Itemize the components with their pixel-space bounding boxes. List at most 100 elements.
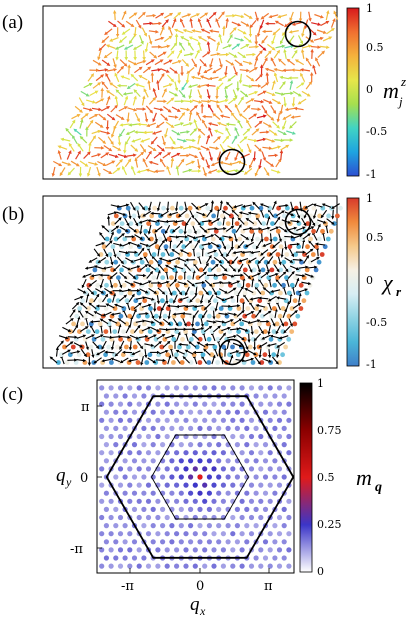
spin-arrow [154, 232, 158, 243]
spin-arrow [156, 294, 160, 305]
spin-arrow [218, 58, 223, 69]
spin-arrow [268, 277, 272, 288]
chirality-dot [215, 336, 221, 342]
q-dot [164, 531, 170, 537]
spin-arrow [122, 92, 133, 96]
chirality-dot [180, 290, 186, 296]
spin-arrow [112, 292, 116, 303]
spin-arrow [229, 327, 241, 331]
spin-arrow [106, 113, 116, 121]
spin-arrow [117, 135, 122, 146]
q-dot [174, 482, 180, 488]
spin-arrow [219, 143, 226, 154]
q-dot [113, 442, 119, 448]
q-dot [281, 425, 287, 431]
spin-arrow [98, 113, 107, 121]
spin-arrow [97, 50, 102, 61]
q-dot [276, 547, 283, 553]
spin-arrow [109, 278, 114, 289]
spin-arrow [307, 265, 318, 269]
spin-arrow [145, 150, 152, 160]
spin-arrow [196, 341, 206, 348]
spin-arrow [76, 358, 87, 363]
spin-arrow [248, 113, 258, 120]
spin-arrow [100, 130, 111, 135]
chirality-dot [268, 313, 274, 319]
q-dot [225, 539, 231, 545]
brillouin-zone-outer [105, 395, 295, 559]
chirality-dot [262, 329, 268, 334]
q-dot [225, 458, 231, 464]
spin-arrow [191, 29, 202, 33]
q-dot [202, 531, 208, 537]
spin-arrow [292, 90, 302, 97]
spin-arrow [176, 49, 183, 59]
spin-arrow [89, 324, 96, 334]
spin-arrow [196, 211, 206, 216]
chirality-dot [253, 329, 259, 334]
colorbar-b-ticks: 1 0.5 0 -0.5 -1 [366, 192, 387, 371]
spin-arrow [311, 22, 322, 26]
spin-arrow [156, 201, 161, 212]
q-dot [122, 425, 128, 431]
spin-arrow [265, 72, 270, 83]
chirality-dot [314, 221, 320, 227]
spin-arrow [288, 248, 294, 258]
q-dot [99, 466, 105, 472]
spin-arrow [126, 112, 130, 123]
spin-arrow [183, 224, 187, 235]
spin-arrow [159, 158, 166, 168]
chirality-dot [103, 329, 109, 334]
q-dot [192, 482, 198, 488]
spin-arrow [101, 81, 109, 90]
chirality-dot [215, 313, 221, 319]
chirality-dot [322, 244, 328, 250]
spin-arrow [240, 21, 250, 27]
chirality-dot [272, 236, 278, 242]
chirality-dot [177, 344, 182, 350]
chirality-dot [214, 205, 220, 211]
spin-arrow [239, 136, 248, 144]
spin-arrow [143, 21, 154, 26]
q-dot [122, 539, 128, 545]
spin-arrow [112, 145, 122, 151]
spin-arrow [290, 115, 301, 119]
spin-arrow [81, 278, 87, 289]
chirality-dot [156, 329, 162, 334]
chirality-dot [187, 252, 192, 257]
spin-arrow [305, 57, 312, 67]
chirality-dot [216, 267, 222, 273]
spin-arrow [296, 226, 306, 232]
q-dot [258, 450, 264, 456]
spin-arrow [233, 232, 238, 243]
spin-field-a [51, 9, 339, 178]
q-dot [258, 401, 264, 407]
spin-arrow [87, 119, 94, 129]
chirality-dot [106, 298, 112, 304]
q-dot [141, 393, 147, 399]
spin-arrow [267, 295, 277, 302]
chirality-dot [169, 275, 174, 280]
spin-arrow [118, 35, 127, 44]
q-dot [122, 555, 128, 561]
spin-arrow [132, 44, 143, 50]
spin-arrow [199, 75, 210, 80]
spin-arrow [169, 235, 180, 239]
q-dot [216, 409, 222, 415]
spin-arrow [102, 311, 112, 317]
spin-arrow [91, 129, 102, 135]
spin-arrow [128, 12, 138, 19]
spin-arrow [174, 122, 185, 127]
spin-arrow [73, 342, 83, 348]
spin-arrow [106, 215, 111, 226]
chirality-dot [128, 244, 134, 250]
spin-arrow [135, 319, 146, 323]
chirality-dot [74, 313, 80, 319]
spin-arrow [234, 14, 245, 19]
spin-arrow [224, 104, 233, 113]
spin-arrow [125, 257, 135, 263]
q-dot [108, 385, 114, 391]
spin-arrow [216, 207, 220, 218]
chirality-dot [104, 259, 110, 265]
spin-arrow [262, 358, 272, 363]
